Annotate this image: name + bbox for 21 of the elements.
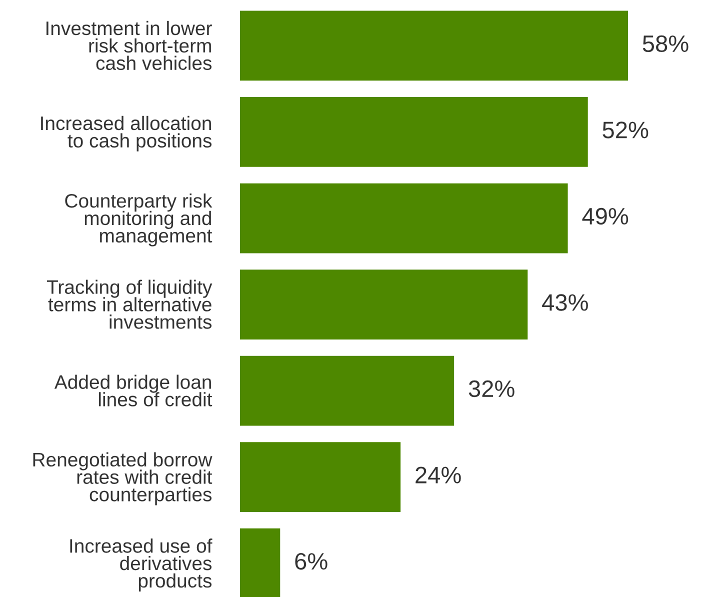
y-tick-label: Counterparty risk monitoring and management — [65, 193, 212, 246]
data-label: 43% — [542, 294, 588, 311]
y-tick-label: Tracking of liquidity terms in alternative investments — [46, 280, 212, 329]
bar — [240, 183, 568, 254]
y-tick-label: Increased use of derivatives products — [70, 538, 212, 592]
data-label: 32% — [468, 380, 514, 398]
data-label: 49% — [582, 208, 628, 225]
data-label: 52% — [602, 122, 648, 138]
data-label: 6% — [295, 552, 328, 570]
y-tick-label: Increased allocation to cash positions — [41, 116, 212, 152]
y-tick-label: Added bridge loan lines of credit — [54, 374, 212, 406]
bar — [240, 356, 454, 426]
data-label: 24% — [416, 466, 461, 484]
bar — [240, 10, 628, 81]
bar — [240, 442, 401, 512]
bar — [240, 270, 528, 340]
y-tick-label: Renegotiated borrow rates with credit counterparties — [33, 452, 212, 506]
bar — [240, 97, 588, 167]
data-label: 58% — [642, 35, 688, 52]
y-tick-label: Investment in lower risk short-term cash vehicles — [46, 20, 212, 70]
bar — [240, 528, 280, 597]
